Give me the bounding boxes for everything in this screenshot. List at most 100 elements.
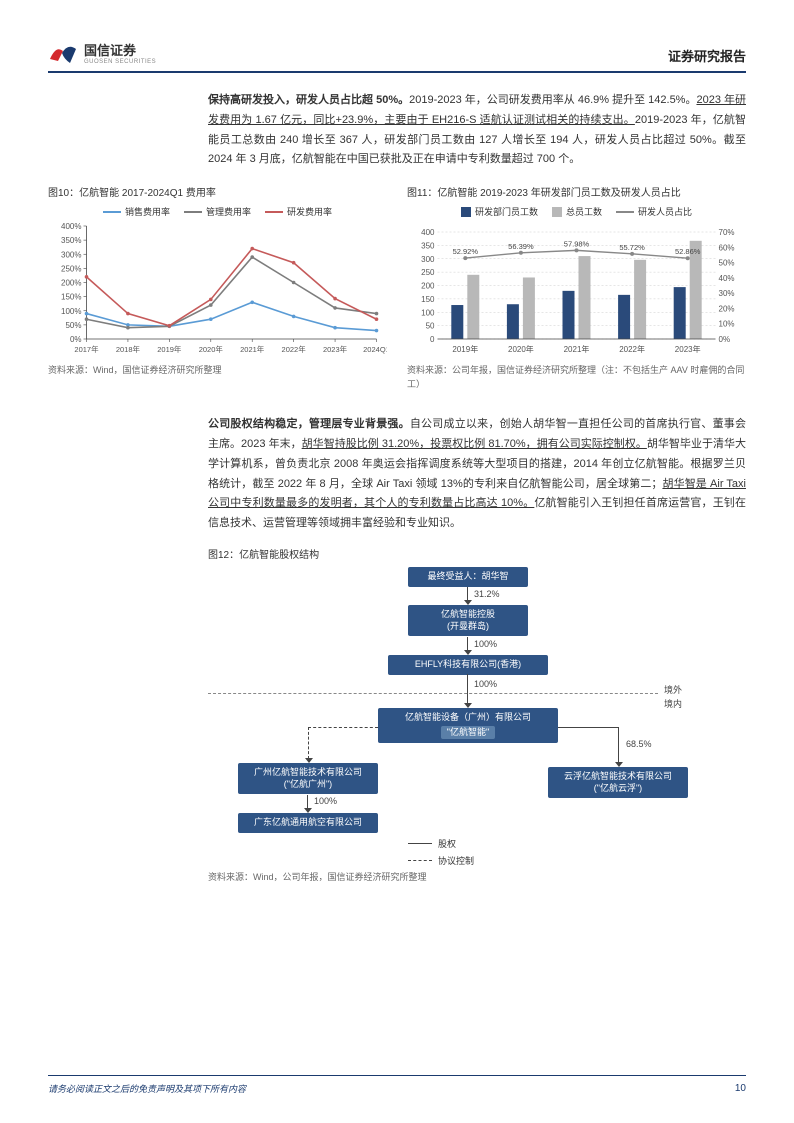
svg-text:300: 300 [421,255,435,264]
svg-text:2021年: 2021年 [240,344,265,354]
pct-31: 31.2% [474,589,500,599]
svg-text:0%: 0% [719,335,731,344]
svg-text:50%: 50% [719,259,735,268]
chart12-title: 图12：亿航智能股权结构 [208,546,746,561]
svg-text:2023年: 2023年 [675,344,701,354]
legend-control: 协议控制 [438,854,474,867]
report-title: 证券研究报告 [668,46,746,65]
chart11-box: 研发部门员工数 总员工数 研发人员占比 05010015020025030035… [407,205,746,360]
page-header: 国信证券 GUOSEN SECURITIES 证券研究报告 [48,40,746,73]
para1-t1: 2019-2023 年，公司研发费用率从 46.9% 提升至 142.5%。 [409,94,696,106]
svg-text:2023年: 2023年 [323,344,348,354]
guosen-logo-icon [48,41,78,65]
chart10-legend: 销售费用率 管理费用率 研发费用率 [48,205,387,218]
svg-text:150: 150 [421,295,435,304]
node-equip: 亿航智能设备（广州）有限公司 "亿航智能" [378,708,558,743]
node-yf-s: ("亿航云浮") [594,783,642,793]
chart12-block: 图12：亿航智能股权结构 最终受益人：胡华智 31.2% 亿航智能控股 (开曼群… [208,546,746,885]
svg-text:10%: 10% [719,320,735,329]
svg-text:57.98%: 57.98% [564,240,590,249]
svg-text:50%: 50% [65,321,81,330]
chart10-source: 资料来源：Wind，国信证券经济研究所整理 [48,364,387,378]
svg-text:0%: 0% [70,335,82,344]
page-footer: 请务必阅读正文之后的免责声明及其项下所有内容 10 [48,1075,746,1095]
paragraph-2: 公司股权结构稳定，管理层专业背景强。自公司成立以来，创始人胡华智一直担任公司的首… [208,415,746,534]
chart11-title: 图11：亿航智能 2019-2023 年研发部门员工数及研发人员占比 [407,184,746,199]
svg-text:2022年: 2022年 [619,344,645,354]
node-owner: 最终受益人：胡华智 [408,567,528,587]
svg-text:300%: 300% [61,250,81,259]
svg-text:150%: 150% [61,293,81,302]
svg-text:2020年: 2020年 [508,344,534,354]
chart11-legend: 研发部门员工数 总员工数 研发人员占比 [407,205,746,218]
node-holding-s: (开曼群岛) [447,621,489,631]
svg-text:100%: 100% [61,307,81,316]
svg-text:50: 50 [426,322,435,331]
svg-text:52.86%: 52.86% [675,247,701,256]
node-equip-s: "亿航智能" [441,726,495,740]
pct-100c: 100% [314,796,337,806]
pct-100b: 100% [474,679,497,689]
node-yf: 云浮亿航智能技术有限公司 ("亿航云浮") [548,767,688,798]
svg-text:52.92%: 52.92% [453,247,479,256]
node-yf-t: 云浮亿航智能技术有限公司 [564,771,672,781]
node-gz: 广州亿航智能技术有限公司 ("亿航广州") [238,763,378,794]
legend-rdemp: 研发部门员工数 [475,205,538,218]
svg-text:56.39%: 56.39% [508,242,534,251]
para2-bold: 公司股权结构稳定，管理层专业背景强。 [208,418,410,430]
svg-text:70%: 70% [719,228,735,237]
svg-text:100: 100 [421,308,435,317]
svg-text:200%: 200% [61,279,81,288]
legend-mgmt: 管理费用率 [206,205,251,218]
pct-100a: 100% [474,639,497,649]
divider-in: 境内 [664,697,682,710]
svg-text:250: 250 [421,268,435,277]
svg-text:2022年: 2022年 [282,344,307,354]
chart11-svg: 0501001502002503003504000%10%20%30%40%50… [407,222,746,357]
svg-text:2019年: 2019年 [157,344,182,354]
divider-out: 境外 [664,683,682,696]
chart10-svg: 0%50%100%150%200%250%300%350%400%2017年20… [48,222,387,357]
company-name: 国信证券 [84,40,156,59]
svg-text:40%: 40% [719,274,735,283]
svg-text:400%: 400% [61,222,81,231]
node-gz-s: ("亿航广州") [284,779,332,789]
legend-equity: 股权 [438,837,456,850]
node-equip-t: 亿航智能设备（广州）有限公司 [405,712,531,722]
node-holding-t: 亿航智能控股 [441,609,495,619]
svg-text:350%: 350% [61,236,81,245]
node-gz-t: 广州亿航智能技术有限公司 [254,767,362,777]
logo-block: 国信证券 GUOSEN SECURITIES [48,40,156,65]
structure-legend: 股权 协议控制 [408,837,474,867]
company-name-en: GUOSEN SECURITIES [84,59,156,65]
para2-ul1: 胡华智持股比例 31.20%，投票权比例 81.70%，拥有公司实际控制权。 [302,438,647,450]
chart10-col: 图10：亿航智能 2017-2024Q1 费用率 销售费用率 管理费用率 研发费… [48,184,387,391]
svg-text:55.72%: 55.72% [619,243,645,252]
svg-text:400: 400 [421,228,435,237]
legend-rd: 研发费用率 [287,205,332,218]
legend-totemp: 总员工数 [566,205,602,218]
node-gd: 广东亿航通用航空有限公司 [238,813,378,833]
svg-text:2018年: 2018年 [116,344,141,354]
para1-bold: 保持高研发投入，研发人员占比超 50%。 [208,94,409,106]
structure-chart: 最终受益人：胡华智 31.2% 亿航智能控股 (开曼群岛) 100% EHFLY… [208,567,746,867]
chart10-box: 销售费用率 管理费用率 研发费用率 0%50%100%150%200%250%3… [48,205,387,360]
chart12-source: 资料来源：Wind，公司年报，国信证券经济研究所整理 [208,871,746,885]
footer-disclaimer: 请务必阅读正文之后的免责声明及其项下所有内容 [48,1082,246,1095]
node-ehfly: EHFLY科技有限公司(香港) [388,655,548,675]
svg-text:60%: 60% [719,243,735,252]
svg-text:30%: 30% [719,289,735,298]
node-holding: 亿航智能控股 (开曼群岛) [408,605,528,636]
svg-text:350: 350 [421,242,435,251]
svg-text:2017年: 2017年 [74,344,99,354]
svg-text:2019年: 2019年 [452,344,478,354]
chart11-col: 图11：亿航智能 2019-2023 年研发部门员工数及研发人员占比 研发部门员… [407,184,746,391]
charts-row-1: 图10：亿航智能 2017-2024Q1 费用率 销售费用率 管理费用率 研发费… [48,184,746,391]
svg-text:2024Q1: 2024Q1 [363,345,387,354]
chart10-title: 图10：亿航智能 2017-2024Q1 费用率 [48,184,387,199]
chart11-source: 资料来源：公司年报，国信证券经济研究所整理（注：不包括生产 AAV 时雇佣的合同… [407,364,746,391]
svg-text:2020年: 2020年 [199,344,224,354]
paragraph-1: 保持高研发投入，研发人员占比超 50%。2019-2023 年，公司研发费用率从… [208,91,746,170]
legend-sales: 销售费用率 [125,205,170,218]
legend-ratio: 研发人员占比 [638,205,692,218]
